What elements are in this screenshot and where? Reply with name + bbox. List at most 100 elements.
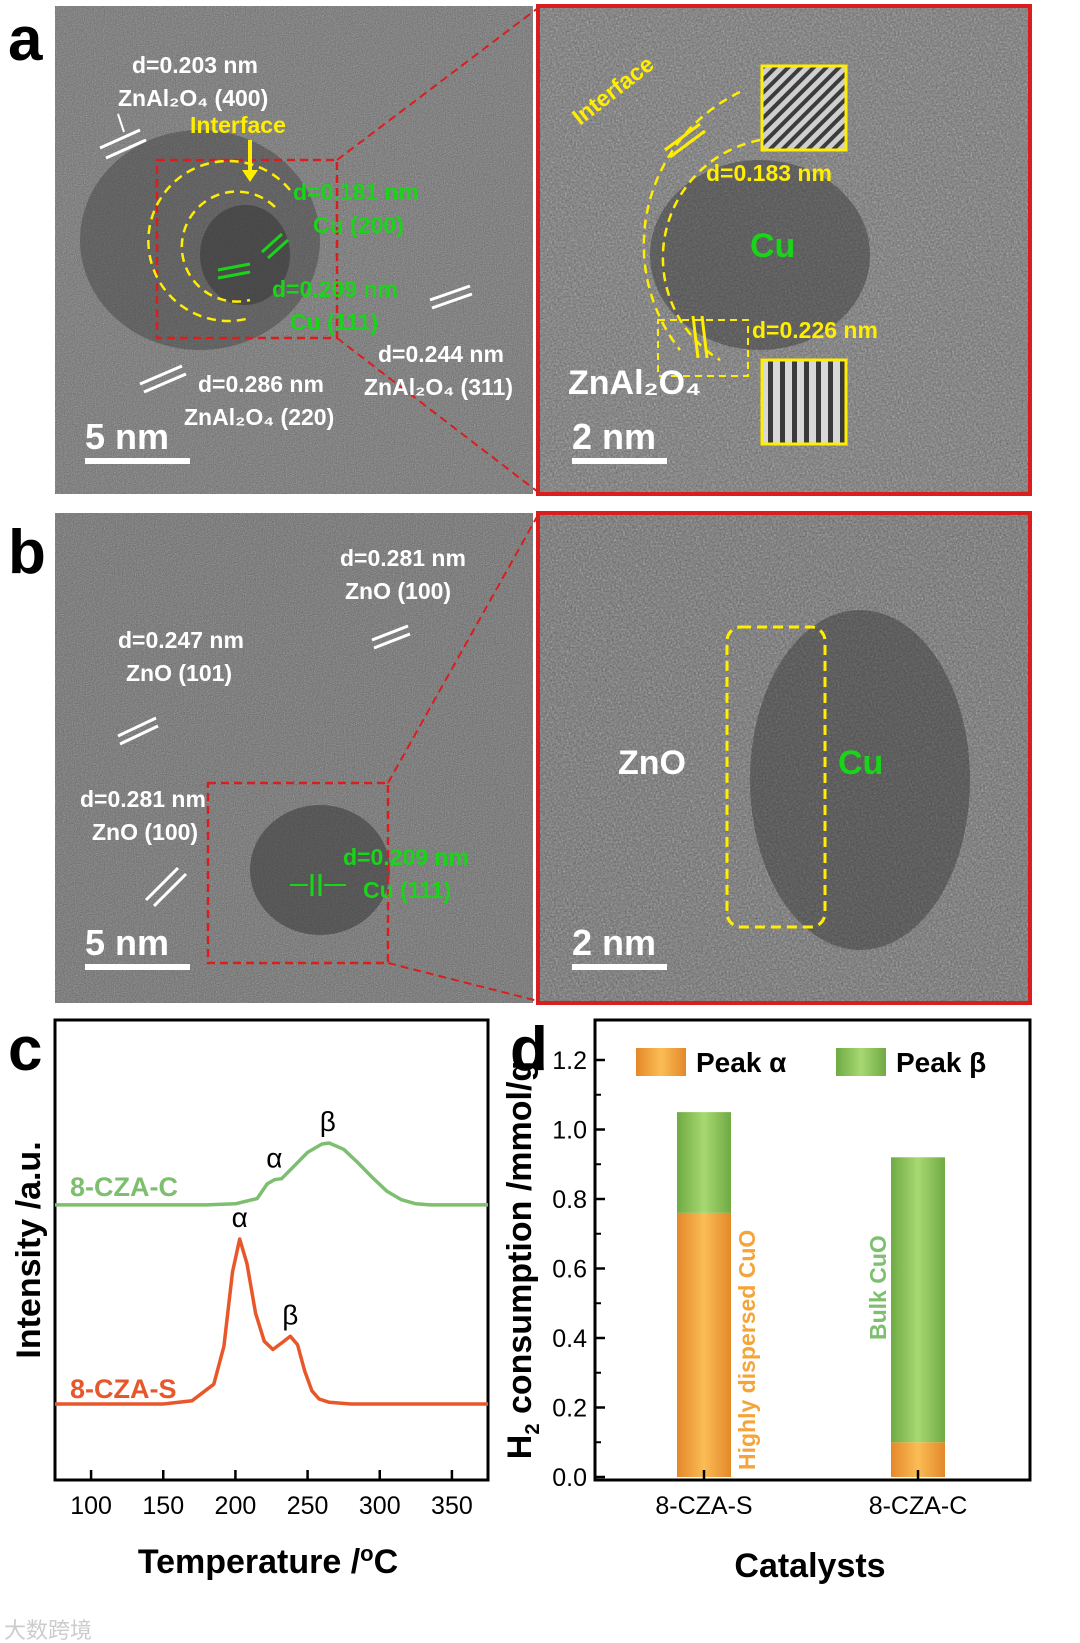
panel-d-chart: d 0.0 0.2 0.4 0.6 0.8 1.0 1.2 Highly dispersed…	[501, 1015, 1032, 1585]
fringe-marker-b-1	[371, 624, 411, 650]
annotation-highly-dispersed: Highly dispersed CuO	[734, 1230, 760, 1470]
bar-8-CZA-C-beta	[891, 1157, 945, 1443]
fringe-marker-b-2	[117, 716, 159, 746]
x-tick-label-c-0: 100	[70, 1492, 112, 1520]
panel-letter-c: c	[8, 1015, 42, 1084]
peak-label-8-CZA-C-1: β	[320, 1106, 336, 1137]
label-a-zoom-substrate: ZnAl₂O₄	[568, 364, 701, 402]
y-tick-label-d-5: 1.0	[552, 1117, 587, 1145]
cu-particle-a	[200, 205, 290, 305]
cu-particle-b	[250, 805, 390, 935]
panel-letter-a: a	[8, 5, 43, 74]
panel-a: a d=0.203 nm ZnAl₂O₄ (400) Interface d=0…	[8, 4, 1032, 496]
y-tick-label-d-2: 0.4	[552, 1325, 587, 1353]
y-tick-label-d-3: 0.6	[552, 1256, 587, 1284]
y-tick-label-d-0: 0.0	[552, 1464, 587, 1492]
fringe-marker-a-2	[260, 232, 290, 260]
interface-arc-a-outer	[147, 159, 291, 323]
label-b-d-2: d=0.247 nm	[118, 627, 244, 653]
scale-bar-label-a-left: 5 nm	[85, 416, 169, 457]
label-b-phase-4: Cu (111)	[363, 877, 451, 903]
zoom-region-a	[155, 158, 339, 340]
fringe-region-a-zoom	[657, 319, 749, 377]
y-axis-title-c: Intensity /a.u.	[10, 1141, 48, 1358]
x-axis-title-d: Catalysts	[734, 1547, 885, 1585]
y-axis-d: 0.0 0.2 0.4 0.6 0.8 1.0 1.2	[552, 1047, 605, 1492]
y-tick-label-d-1: 0.2	[552, 1395, 587, 1423]
series-label-8-CZA-S: 8-CZA-S	[70, 1374, 177, 1404]
series-label-8-CZA-C: 8-CZA-C	[70, 1172, 178, 1202]
peak-label-8-CZA-S-1: β	[282, 1299, 298, 1330]
scale-bar-label-a-right: 2 nm	[572, 416, 656, 457]
plot-frame-c	[53, 1018, 490, 1482]
label-a-zoom-d-top: d=0.183 nm	[706, 160, 832, 186]
scale-bar-label-b-left: 5 nm	[85, 922, 169, 963]
interface-arc-a-inner	[180, 190, 276, 303]
interface-box-b	[725, 625, 827, 929]
fringe-marker-b-3	[144, 866, 188, 908]
series-lines-c	[55, 1141, 488, 1406]
watermark: 大数跨境	[4, 1618, 92, 1643]
label-b-phase-1: ZnO (100)	[345, 578, 451, 604]
label-a-d-5: d=0.286 nm	[198, 371, 324, 397]
fft-inset-a-top	[760, 64, 848, 152]
plot-frame-d	[593, 1018, 1032, 1482]
panel-c-chart: c 100 150 200 250 300 350 8-CZA-Cαβ8-CZA-Sαβ …	[8, 1015, 490, 1581]
label-b-phase-2: ZnO (101)	[126, 660, 232, 686]
fringe-marker-a-3	[217, 262, 251, 280]
tem-texture-b-right	[538, 513, 1030, 1003]
peak-label-8-CZA-C-0: α	[266, 1143, 282, 1174]
label-a-phase-3: Cu (111)	[290, 309, 378, 335]
bar-8-CZA-S-alpha	[677, 1212, 731, 1477]
annotation-bulk: Bulk CuO	[865, 1235, 891, 1340]
scale-bar-label-b-right: 2 nm	[572, 922, 656, 963]
fringe-marker-a-1	[99, 113, 147, 160]
label-a-d-2: d=0.181 nm	[293, 179, 419, 205]
y-tick-label-d-4: 0.8	[552, 1186, 587, 1214]
fringe-marker-a-zoom-2	[691, 315, 709, 359]
x-tick-label-c-3: 250	[287, 1492, 329, 1520]
label-a-phase-4: ZnAl₂O₄ (311)	[364, 374, 513, 400]
label-a-zoom-cu: Cu	[750, 227, 795, 265]
zoom-line-a-top	[336, 7, 539, 161]
label-b-d-3: d=0.281 nm	[80, 786, 206, 812]
series-labels-c: 8-CZA-C α β 8-CZA-S α β	[70, 1106, 336, 1404]
x-axis-d: 8-CZA-S 8-CZA-C	[655, 1470, 967, 1520]
x-tick-label-c-5: 350	[431, 1492, 473, 1520]
zoom-line-a-bottom	[336, 337, 539, 493]
zoom-frame-a	[536, 4, 1032, 496]
label-b-zoom-zno: ZnO	[618, 744, 686, 782]
legend-swatch-alpha	[636, 1048, 686, 1076]
x-tick-label-d-1: 8-CZA-C	[869, 1492, 968, 1520]
series-line-8-CZA-C	[55, 1141, 488, 1207]
scale-bar-a-left	[85, 458, 190, 464]
scale-bar-b-left	[85, 964, 190, 970]
interface-arrowhead-a	[242, 170, 258, 182]
legend-label-beta: Peak β	[896, 1047, 986, 1078]
bar-8-CZA-S-beta	[677, 1112, 731, 1213]
scale-bar-b-right	[572, 964, 667, 970]
zoom-frame-b	[536, 511, 1032, 1005]
cu-particle-b-zoom	[750, 610, 970, 950]
tem-texture-a-left	[55, 6, 533, 494]
fringe-marker-b-4	[290, 874, 346, 896]
x-tick-label-c-4: 300	[359, 1492, 401, 1520]
peak-label-8-CZA-S-0: α	[232, 1202, 248, 1233]
legend-label-alpha: Peak α	[696, 1047, 786, 1078]
y-tick-label-d-6: 1.2	[552, 1047, 587, 1075]
label-b-d-4: d=0.209 nm	[343, 844, 469, 870]
panel-letter-d: d	[510, 1015, 548, 1084]
cu-particle-a-zoom	[650, 160, 870, 350]
label-a-d-3: d=0.209 nm	[272, 276, 398, 302]
panel-letter-b: b	[8, 518, 46, 587]
fringe-marker-a-5	[139, 364, 187, 394]
legend-swatch-beta	[836, 1048, 886, 1076]
interface-arc-a-zoom-inner	[661, 138, 761, 362]
label-b-phase-3: ZnO (100)	[92, 819, 198, 845]
x-axis-c: 100 150 200 250 300 350	[70, 1470, 473, 1520]
fringe-marker-a-4	[429, 284, 473, 310]
series-line-8-CZA-S	[55, 1237, 488, 1406]
interface-arc-a-zoom-outer	[642, 90, 741, 351]
label-a-d-4: d=0.244 nm	[378, 341, 504, 367]
